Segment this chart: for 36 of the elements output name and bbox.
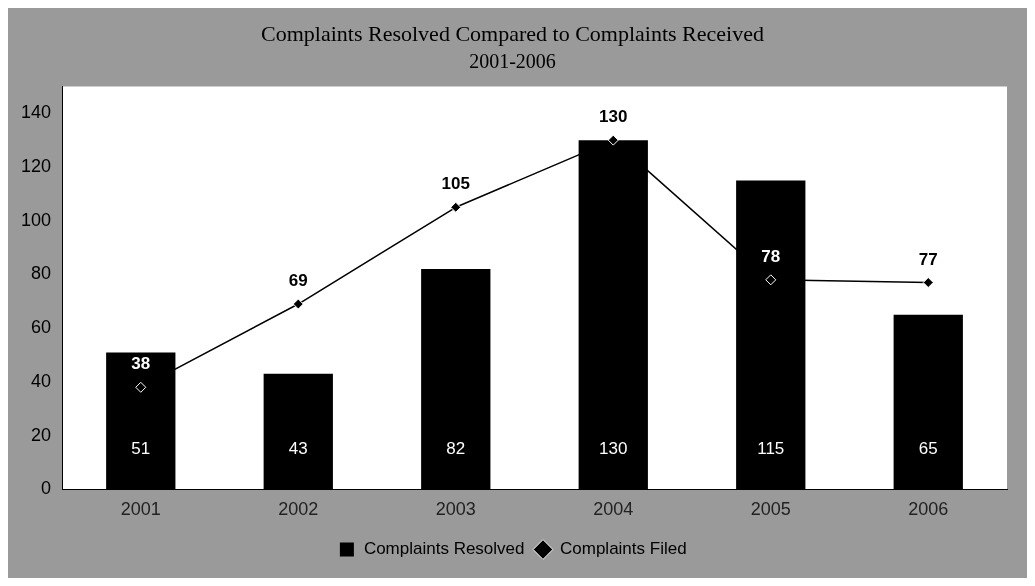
y-tick-label: 60 bbox=[31, 317, 52, 338]
point bbox=[450, 201, 462, 213]
y-tick-label: 80 bbox=[31, 263, 52, 284]
point bbox=[135, 381, 147, 393]
data-label: 43 bbox=[288, 438, 308, 458]
data-label: 38 bbox=[131, 354, 151, 374]
point bbox=[292, 298, 304, 310]
legend-label: Complaints Resolved bbox=[363, 539, 525, 559]
y-tick-label: 20 bbox=[31, 424, 52, 445]
x-tick-label: 2004 bbox=[593, 499, 634, 520]
y-tick-label: 40 bbox=[31, 370, 52, 391]
data-label: 51 bbox=[131, 438, 151, 458]
data-label: 130 bbox=[599, 107, 628, 127]
point bbox=[607, 134, 619, 146]
legend-label: Complaints Filed bbox=[560, 539, 687, 559]
y-tick-label: 100 bbox=[20, 209, 52, 230]
data-label: 105 bbox=[441, 174, 470, 194]
data-label: 77 bbox=[918, 249, 938, 269]
y-tick-label: 140 bbox=[20, 102, 52, 123]
y-tick-label: 120 bbox=[20, 155, 52, 176]
chart-subtitle: 2001-2006 bbox=[469, 49, 556, 72]
x-tick-label: 2002 bbox=[278, 499, 319, 520]
y-tick-label: 0 bbox=[41, 478, 52, 499]
point bbox=[765, 274, 777, 286]
x-tick-label: 2006 bbox=[908, 499, 949, 520]
data-label: 130 bbox=[599, 438, 628, 458]
point bbox=[922, 277, 934, 289]
x-tick-label: 2001 bbox=[120, 499, 161, 520]
chart-title: Complaints Resolved Compared to Complaints Received bbox=[261, 20, 764, 46]
data-label: 65 bbox=[918, 438, 938, 458]
data-label: 115 bbox=[757, 438, 785, 458]
x-tick-label: 2003 bbox=[435, 499, 476, 520]
data-label: 78 bbox=[761, 247, 781, 267]
x-tick-label: 2005 bbox=[750, 499, 791, 520]
data-label: 69 bbox=[288, 271, 308, 291]
data-label: 82 bbox=[446, 438, 466, 458]
